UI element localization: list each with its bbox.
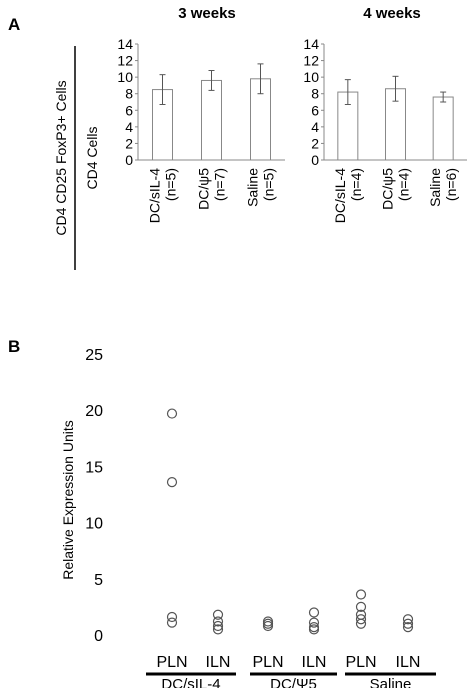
data-point: [355, 589, 367, 600]
x-tick-label: (n=6): [443, 168, 459, 201]
y-tick-label: 14: [117, 36, 133, 52]
x-tick-label: DC/ψ5: [196, 168, 212, 210]
x-tick-label: PLN: [345, 654, 376, 671]
y-tick-label: 2: [311, 135, 319, 151]
group-label: DC/Ψ5: [270, 676, 317, 688]
data-point: [402, 614, 414, 625]
x-tick-label: (n=5): [261, 168, 277, 201]
x-tick-label: PLN: [156, 654, 187, 671]
chart-title: 3 weeks: [178, 5, 236, 22]
scatter-chart-expression: Relative Expression Units 0 5 10 15 20 25 PLN I…: [60, 347, 436, 688]
panel-label-b: B: [8, 337, 20, 356]
y-tick-label: 4: [125, 119, 133, 135]
data-point: [212, 616, 224, 627]
x-tick-label: ILN: [396, 654, 421, 671]
data-point: [262, 618, 274, 629]
data-point: [212, 624, 224, 635]
y-tick-label: 8: [311, 86, 319, 102]
data-point: [212, 620, 224, 632]
chart-title: 4 weeks: [363, 5, 421, 22]
y-tick-label: 5: [94, 572, 103, 589]
x-tick-label: ILN: [206, 654, 231, 671]
x-tick-label: (n=4): [396, 168, 412, 201]
y-tick-label: 25: [85, 347, 103, 364]
data-point: [308, 607, 320, 618]
y-tick-label: 2: [125, 135, 133, 151]
x-tick-label: DC/sIL-4: [332, 168, 348, 223]
ylabel-denominator: CD4 Cells: [84, 126, 100, 189]
x-tick-label: (n=4): [348, 168, 364, 201]
y-tick-label: 10: [85, 516, 103, 533]
y-tick-label: 4: [311, 119, 319, 135]
data-point: [166, 477, 178, 488]
x-tick-label: Saline: [245, 168, 261, 207]
data-point: [402, 622, 414, 633]
group-label: DC/sIL-4: [161, 676, 220, 688]
data-point: [262, 620, 274, 632]
y-tick-label: 6: [125, 102, 133, 118]
data-point: [355, 618, 367, 629]
panel-a-ylabel: CD4 CD25 FoxP3+ Cells CD4 Cells: [53, 46, 100, 270]
y-tick-label: 10: [303, 69, 319, 85]
data-point: [308, 617, 320, 628]
data-point: [166, 611, 178, 623]
y-tick-label: 10: [117, 69, 133, 85]
data-point: [166, 617, 178, 628]
data-point: [166, 408, 178, 419]
x-tick-label: (n=7): [212, 168, 228, 201]
ylabel-numerator: CD4 CD25 FoxP3+ Cells: [53, 80, 69, 235]
x-tick-label: DC/sIL-4: [147, 168, 163, 223]
y-tick-label: 14: [303, 36, 319, 52]
y-tick-label: 0: [125, 152, 133, 168]
x-tick-label: ILN: [302, 654, 327, 671]
y-tick-label: 15: [85, 459, 103, 476]
y-tick-label: 12: [117, 53, 133, 69]
bar: [432, 96, 454, 161]
x-tick-label: PLN: [252, 654, 283, 671]
x-tick-label: Saline: [427, 168, 443, 207]
y-tick-label: 6: [311, 102, 319, 118]
y-tick-label: 12: [303, 53, 319, 69]
y-tick-label: 0: [311, 152, 319, 168]
y-tick-label: 8: [125, 86, 133, 102]
y-tick-label: 20: [85, 403, 103, 420]
y-axis-label: Relative Expression Units: [60, 420, 76, 580]
data-point: [212, 609, 224, 620]
bar: [201, 79, 222, 161]
y-tick-label: 0: [94, 628, 103, 645]
data-point: [402, 618, 414, 629]
data-point: [355, 601, 367, 613]
group-label: Saline: [370, 676, 412, 688]
x-tick-label: DC/ψ5: [380, 168, 396, 210]
data-point: [355, 614, 367, 625]
x-tick-label: (n=5): [163, 168, 179, 201]
data-point: [308, 624, 320, 635]
panel-label-a: A: [8, 15, 20, 34]
